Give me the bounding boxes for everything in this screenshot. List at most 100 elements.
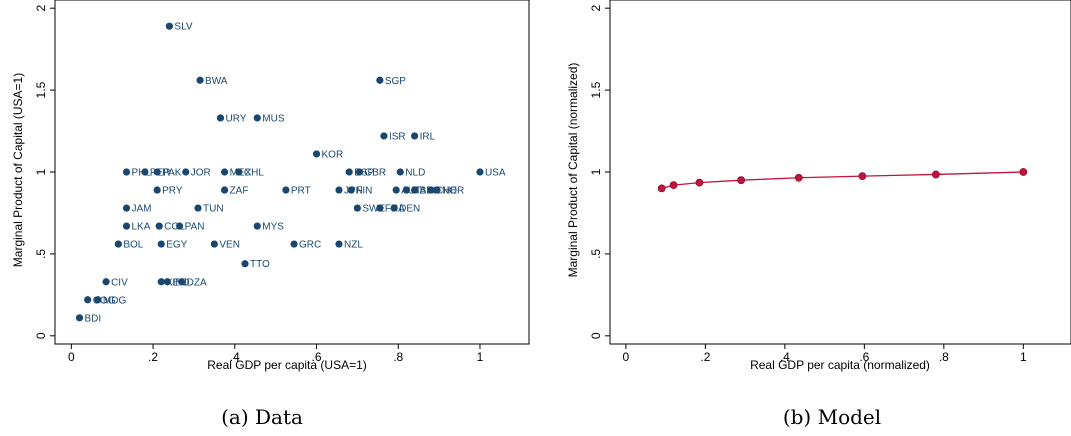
point-label-chl: CHL [244, 168, 264, 179]
y-tick-label: 1 [589, 168, 603, 175]
point-label-pan: PAN [185, 222, 205, 233]
model-point [794, 173, 803, 182]
data-point-usa [476, 168, 484, 176]
x-tick-label: .2 [700, 350, 710, 364]
y-tick-label: .5 [34, 249, 48, 259]
model-point [669, 181, 678, 190]
point-label-nzl: NZL [344, 240, 363, 251]
panel-a-scatter: 0 .2 .4 .6 .8 1 0 .5 1 1.5 2 SLV BWA SGP URY MUS ISR IRL… [11, 0, 530, 429]
data-point-dza [178, 278, 186, 286]
point-label-tto: TTO [250, 259, 270, 270]
point-label-ury: URY [225, 113, 246, 124]
data-point-mdg [94, 296, 102, 304]
data-point-civ [102, 278, 110, 286]
data-point-ven [210, 240, 218, 248]
data-point-chl [235, 168, 243, 176]
x-axis-title-b: Real GDP per capita (normalized) [750, 358, 930, 372]
y-tick-label: 1.5 [589, 81, 603, 98]
data-point-pry [153, 186, 161, 194]
x-tick-label: .4 [780, 350, 790, 364]
panel-b-ticks: 0 .2 .4 .6 .8 1 0 .5 1 1.5 2 [589, 5, 1027, 364]
data-point-esp [345, 168, 353, 176]
data-point-kor [312, 150, 321, 158]
data-point-fin [347, 186, 355, 194]
point-label-civ: CIV [111, 277, 128, 288]
data-point-den [390, 204, 398, 212]
y-axis-title-a: Marginal Product of Capital (USA=1) [11, 73, 25, 267]
x-tick-label: .6 [312, 350, 322, 364]
point-label-zaf: ZAF [230, 186, 249, 197]
point-label-jor: JOR [191, 168, 211, 179]
data-point-isr [380, 132, 388, 140]
point-label-prt: PRT [291, 186, 311, 197]
data-point-sgp [376, 76, 384, 84]
point-label-ita: ITA [411, 186, 426, 197]
caption-b: (b) Model [783, 405, 881, 429]
x-tick-label: .6 [859, 350, 869, 364]
point-label-che: CHE [436, 186, 457, 197]
data-point-nor [433, 186, 441, 194]
point-label-ken: KEN [166, 277, 187, 288]
point-label-grc: GRC [299, 240, 321, 251]
point-label-cog: COG [93, 295, 116, 306]
point-label-egy: EGY [166, 240, 187, 251]
data-point-ind [163, 278, 171, 286]
data-point-tun [194, 204, 202, 212]
data-point-bol [114, 240, 122, 248]
point-label-mys: MYS [262, 222, 284, 233]
data-point-cog [84, 296, 92, 304]
data-point-ken [157, 278, 165, 286]
data-point-fra [376, 204, 384, 212]
data-point-mus [253, 114, 261, 122]
point-label-tun: TUN [203, 204, 224, 215]
point-label-pak: PAK [162, 168, 182, 179]
data-point-phl [122, 168, 131, 176]
point-label-usa: USA [485, 168, 506, 179]
point-label-lka: LKA [132, 222, 151, 233]
data-point-mys [253, 222, 261, 230]
point-label-sgp: SGP [385, 76, 406, 87]
data-point-jpn [335, 186, 343, 194]
x-tick-label: 0 [68, 350, 75, 364]
data-point-nzl [335, 240, 343, 248]
point-label-kor: KOR [322, 149, 344, 160]
point-label-ven: VEN [219, 240, 240, 251]
model-series-line [661, 171, 1024, 190]
data-point-lka [122, 222, 131, 230]
model-point [737, 176, 746, 185]
x-tick-label: .8 [939, 350, 949, 364]
model-point [695, 178, 704, 187]
data-point-ita [402, 186, 411, 194]
data-point-bwa [196, 76, 204, 84]
point-label-nld: NLD [405, 168, 425, 179]
point-label-fin: FIN [356, 186, 372, 197]
data-point-tto [241, 260, 249, 268]
model-point [931, 170, 940, 179]
data-point-bel [410, 186, 419, 194]
data-point-per [141, 168, 149, 176]
panel-a-points: SLVBWASGPURYMUSISRIRLKORPHLPERPAKJORMEXC… [75, 22, 506, 324]
panel-b-line: 0 .2 .4 .6 .8 1 0 .5 1 1.5 2 Real GDP per capita (… [566, 0, 1071, 429]
data-point-egy [157, 240, 165, 248]
data-point-pak [153, 168, 161, 176]
point-label-jam: JAM [132, 204, 152, 215]
data-point-slv [165, 22, 174, 30]
y-tick-label: 0 [589, 332, 603, 339]
point-label-mus: MUS [262, 113, 285, 124]
point-label-slv: SLV [174, 22, 192, 33]
panel-b-series [657, 168, 1028, 193]
point-label-bol: BOL [123, 240, 143, 251]
model-point [858, 172, 867, 180]
y-tick-label: 2 [589, 5, 603, 12]
data-point-gbr [355, 168, 364, 176]
point-label-den: DEN [399, 204, 420, 215]
x-tick-label: .8 [393, 350, 403, 364]
data-point-jor [182, 168, 190, 176]
data-point-aut [392, 186, 400, 194]
point-label-gbr: GBR [364, 168, 386, 179]
y-axis-title-b: Marginal Product of Capital (normalized) [566, 63, 580, 278]
data-point-prt [282, 186, 290, 194]
data-point-ury [216, 114, 225, 122]
y-tick-label: 1.5 [34, 81, 48, 98]
